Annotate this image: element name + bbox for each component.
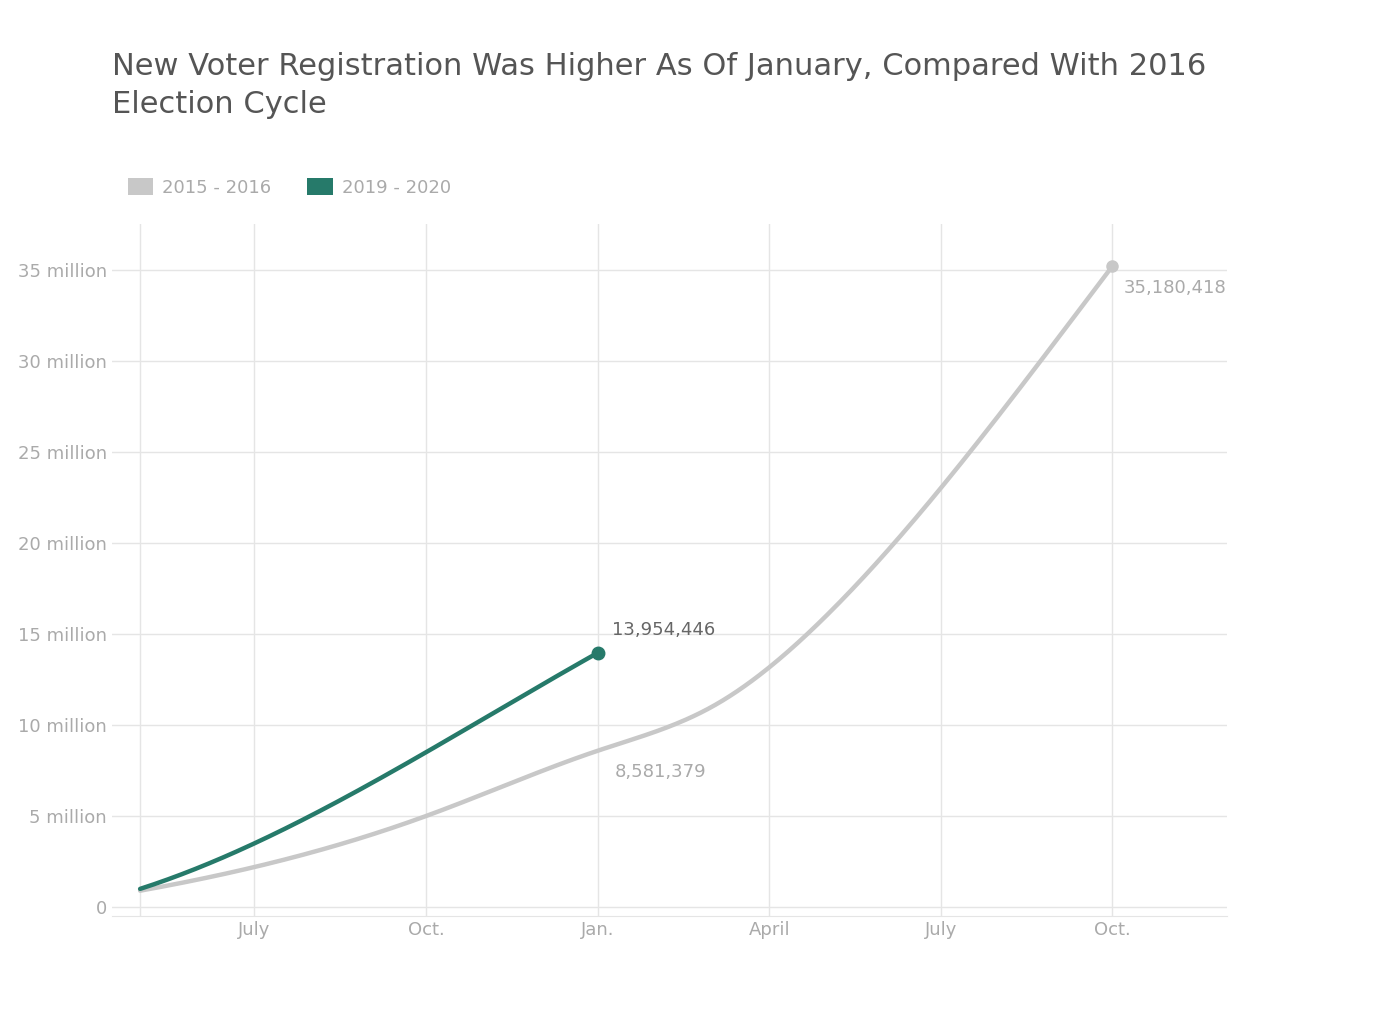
- Text: 8,581,379: 8,581,379: [615, 764, 707, 781]
- Text: New Voter Registration Was Higher As Of January, Compared With 2016
Election Cyc: New Voter Registration Was Higher As Of …: [112, 52, 1206, 119]
- Text: 35,180,418: 35,180,418: [1124, 279, 1227, 296]
- Legend: 2015 - 2016, 2019 - 2020: 2015 - 2016, 2019 - 2020: [120, 171, 459, 204]
- Text: 13,954,446: 13,954,446: [612, 621, 715, 639]
